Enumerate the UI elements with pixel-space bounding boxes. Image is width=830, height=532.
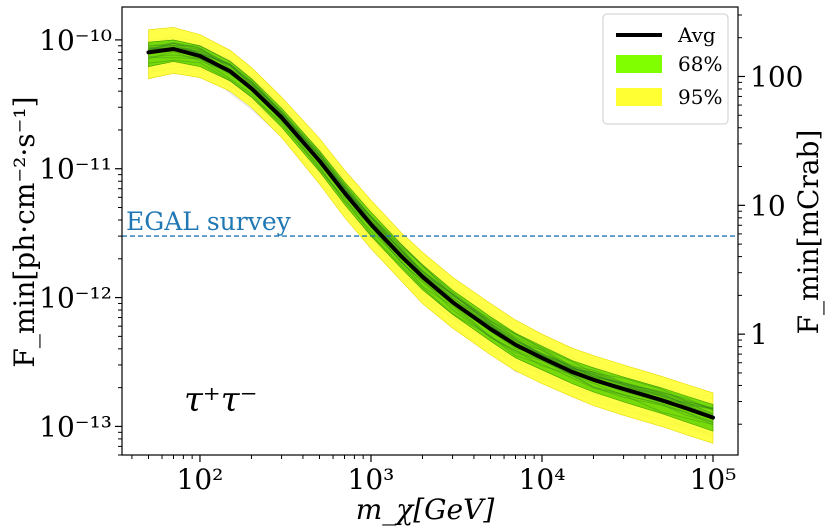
legend: Avg 68% 95% xyxy=(602,13,729,125)
y2-tick-label: 10 xyxy=(750,189,786,222)
y2-axis-label: F_min[mCrab] xyxy=(792,130,825,335)
legend-swatch-68 xyxy=(616,55,662,73)
y-tick-label: 10⁻¹² xyxy=(39,282,112,315)
x-tick-label: 10² xyxy=(177,463,224,496)
realization-line-inner xyxy=(148,59,714,425)
legend-label-avg: Avg xyxy=(677,23,716,47)
realization-line-inner xyxy=(148,44,714,409)
y-tick-label: 10⁻¹¹ xyxy=(39,153,112,186)
realization-line-inner xyxy=(148,42,714,410)
realization-line-inner xyxy=(148,42,714,411)
legend-swatch-95 xyxy=(616,88,662,106)
legend-label-68: 68% xyxy=(678,52,722,76)
realization-line-inner xyxy=(148,42,714,415)
y-tick-label: 10⁻¹⁰ xyxy=(39,24,112,57)
x-tick-label: 10⁵ xyxy=(690,463,737,496)
y2-tick-label: 1 xyxy=(750,318,768,351)
realization-line-inner xyxy=(148,44,714,410)
y-tick-label: 10⁻¹³ xyxy=(39,410,112,443)
x-axis: 10² 10³ 10⁴ 10⁵ xyxy=(131,455,737,496)
x-tick-label: 10⁴ xyxy=(519,463,566,496)
realization-line-inner xyxy=(148,45,714,409)
y-axis-left: 10⁻¹⁰ 10⁻¹¹ 10⁻¹² 10⁻¹³ xyxy=(39,24,122,456)
realization-line-inner xyxy=(148,57,714,423)
x-tick-label: 10³ xyxy=(348,463,395,496)
realization-line-inner xyxy=(148,46,714,417)
egal-survey-label: EGAL survey xyxy=(126,207,292,236)
x-axis-label: m_χ[GeV] xyxy=(356,493,495,526)
band-68-percent xyxy=(148,39,714,432)
legend-label-95: 95% xyxy=(678,85,722,109)
channel-annotation: τ⁺τ⁻ xyxy=(184,380,258,420)
y2-tick-label: 100 xyxy=(750,60,803,93)
y-axis-label: F_min[ph·cm⁻²·s⁻¹] xyxy=(8,96,41,367)
average-line xyxy=(146,47,715,420)
plot-frame xyxy=(121,6,739,456)
realization-line-inner xyxy=(148,43,714,417)
y-axis-right: 1 10 100 xyxy=(738,14,803,425)
realization-line-inner xyxy=(148,47,714,410)
